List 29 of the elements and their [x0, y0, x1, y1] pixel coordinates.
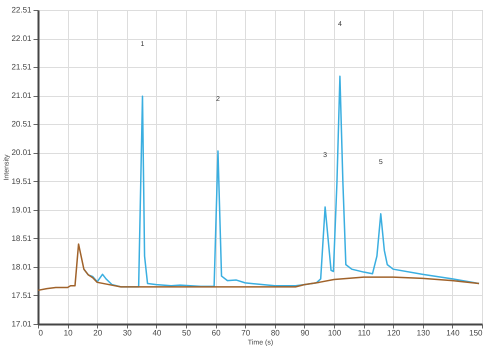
y-tick-label: 21.01	[11, 91, 32, 100]
y-tick-label: 18.51	[11, 234, 32, 243]
x-tick-label: 130	[416, 328, 431, 338]
y-tick-label: 17.01	[11, 320, 32, 328]
x-tick-label: 110	[358, 328, 372, 338]
y-tick-label: 22.51	[11, 6, 32, 14]
line-series	[37, 243, 480, 292]
x-tick-label: 90	[300, 328, 310, 338]
x-tick-label: 140	[446, 328, 460, 338]
y-tick-label: 20.51	[11, 120, 32, 129]
x-tick-label: 40	[152, 328, 162, 338]
x-tick-label: 20	[93, 328, 103, 338]
y-tick-label: 17.51	[11, 290, 32, 300]
y-tick-label: 18.01	[11, 262, 32, 272]
x-tick-label: 30	[122, 328, 132, 338]
x-tick-label: 70	[241, 328, 251, 338]
x-tick-label: 0	[38, 328, 44, 338]
x-tick-label: 100	[328, 328, 342, 338]
x-tick-label: 10	[64, 328, 74, 338]
x-tick-label: 120	[387, 328, 401, 338]
y-tick-label: 20.01	[11, 148, 32, 158]
x-tick-label: 80	[270, 328, 280, 338]
x-tick-label: 60	[212, 328, 222, 338]
y-tick-label: 19.01	[11, 205, 32, 214]
y-tick-label: 22.01	[11, 34, 32, 44]
x-tick-label: 150	[469, 328, 484, 338]
x-tick-label: 50	[182, 328, 192, 338]
y-tick-label: 21.51	[11, 62, 32, 72]
y-tick-label: 19.51	[11, 176, 32, 186]
